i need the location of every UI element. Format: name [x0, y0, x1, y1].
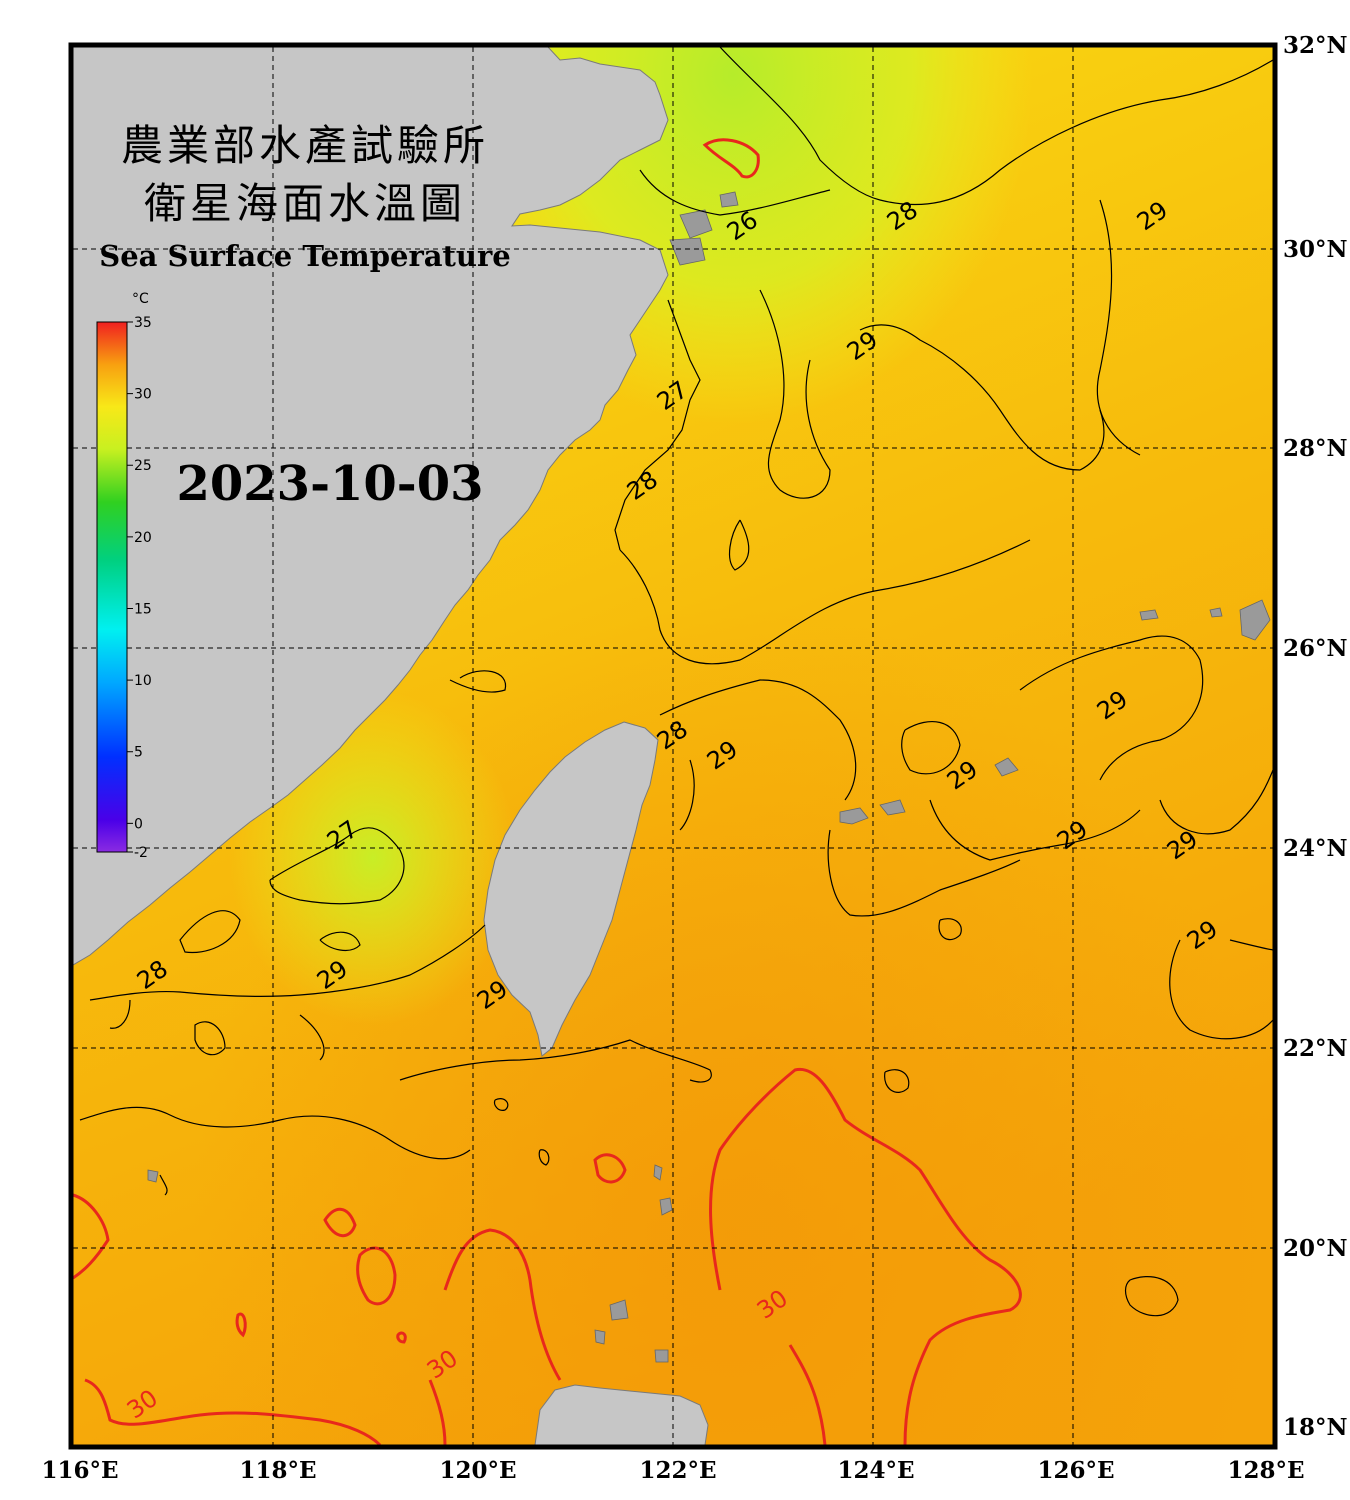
colorbar-tick-label: 30 [134, 387, 152, 403]
lon-tick-label: 120°E [439, 1457, 516, 1484]
colorbar-ticks: 35 30 25 20 15 10 5 0 -2 [127, 315, 152, 861]
longitude-axis: 116°E 118°E 120°E 122°E 124°E 126°E 128°… [41, 1457, 1304, 1484]
isotherm-contours [79, 47, 1273, 1317]
lon-tick-label: 118°E [239, 1457, 316, 1484]
title-chinese-line1: 農業部水產試驗所 [121, 121, 489, 170]
date-label: 2023-10-03 [176, 456, 483, 512]
lat-tick-label: 24°N [1283, 835, 1348, 862]
colorbar-tick-label: 35 [134, 315, 152, 331]
colorbar: °C 35 30 25 20 15 10 5 0 -2 [96, 291, 152, 861]
lon-tick-label: 122°E [639, 1457, 716, 1484]
colorbar-tick-label: 20 [134, 530, 152, 546]
lat-tick-label: 30°N [1283, 236, 1348, 263]
colorbar-gradient [96, 321, 128, 853]
colorbar-tick-label: 10 [134, 673, 152, 689]
lat-tick-label: 28°N [1283, 435, 1348, 462]
latitude-axis: 32°N 30°N 28°N 26°N 24°N 22°N 20°N 18°N [1283, 32, 1348, 1441]
lat-tick-label: 20°N [1283, 1235, 1348, 1262]
colorbar-tick-label: 0 [134, 816, 143, 832]
lon-tick-label: 126°E [1037, 1457, 1114, 1484]
graticule [73, 47, 1273, 1445]
china-mainland [73, 47, 669, 966]
warm-isotherms [73, 138, 1022, 1445]
small-islands [147, 191, 1271, 1363]
colorbar-tick-label: 5 [134, 745, 143, 761]
luzon-island [534, 1384, 709, 1445]
colorbar-tick-label: 15 [134, 601, 152, 617]
title-english: Sea Surface Temperature [99, 239, 510, 273]
colorbar-tick-label: -2 [134, 845, 148, 861]
lat-tick-label: 18°N [1283, 1414, 1348, 1441]
colorbar-tick-label: 25 [134, 458, 152, 474]
colorbar-unit: °C [132, 291, 149, 307]
lon-tick-label: 124°E [837, 1457, 914, 1484]
title-chinese-line2: 衛星海面水溫圖 [144, 179, 466, 228]
map-frame [68, 42, 1278, 1450]
lon-tick-label: 116°E [41, 1457, 118, 1484]
lat-tick-label: 22°N [1283, 1035, 1348, 1062]
lat-tick-label: 32°N [1283, 32, 1348, 59]
lat-tick-label: 26°N [1283, 635, 1348, 662]
lon-tick-label: 128°E [1227, 1457, 1304, 1484]
taiwan-island [483, 721, 659, 1057]
